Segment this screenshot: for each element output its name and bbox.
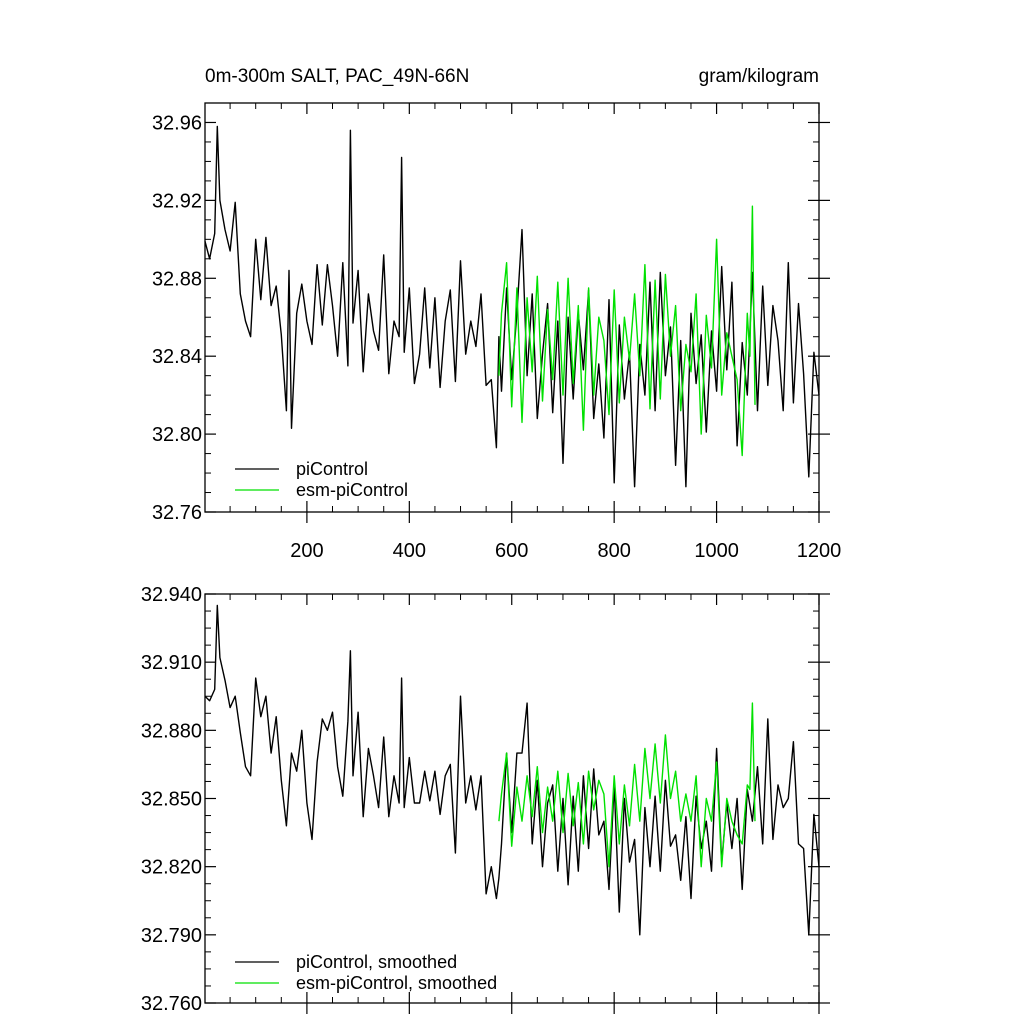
bottom-y-tick-label: 32.940 [141,584,202,606]
top-panel-units: gram/kilogram [699,66,819,87]
top-y-tick-label: 32.76 [152,502,202,524]
bottom-panel: 32.760 32.790 32.820 32.850 32.880 32.910 32.9… [141,584,830,1015]
top-x-tick-label: 400 [393,540,426,562]
legend-label-esm-picontrol: esm-piControl [296,480,408,500]
legend-label-picontrol: piControl [296,459,368,479]
top-y-tick-label: 32.84 [152,346,202,368]
top-x-tick-label: 600 [495,540,528,562]
bottom-panel-frame [204,593,820,1004]
top-panel-legend: piControl esm-piControl [235,459,408,500]
top-panel-title: 0m-300m SALT, PAC_49N-66N [205,66,469,87]
top-x-tick-label: 800 [597,540,630,562]
top-panel-lines [204,125,820,488]
top-series-line-picontrol [204,125,820,488]
legend-label-esm-picontrol-smoothed: esm-piControl, smoothed [296,973,497,993]
legend-label-picontrol-smoothed: piControl, smoothed [296,952,457,972]
top-y-tick-label: 32.80 [152,424,202,446]
top-x-tick-label: 1200 [797,540,842,562]
bottom-y-tick-label: 32.880 [141,720,202,742]
bottom-y-tick-label: 32.820 [141,857,202,879]
top-panel-ticks: 200 400 600 800 1000 1200 32.76 32.80 32.84 32.88… [152,102,842,562]
top-y-tick-label: 32.92 [152,190,202,212]
top-series-line-esm-picontrol [498,205,756,457]
bottom-series-line-esm-picontrol [498,702,756,868]
bottom-y-tick-label: 32.760 [141,993,202,1015]
top-x-tick-label: 1000 [694,540,739,562]
bottom-series-line-picontrol [204,604,820,936]
bottom-panel-lines [204,604,820,936]
bottom-panel-legend: piControl, smoothed esm-piControl, smoot… [235,952,497,993]
bottom-y-tick-label: 32.790 [141,925,202,947]
bottom-panel-ticks: 32.760 32.790 32.820 32.850 32.880 32.910 32.9… [141,584,830,1015]
bottom-y-tick-label: 32.850 [141,789,202,811]
top-y-tick-label: 32.96 [152,112,202,134]
top-y-tick-label: 32.88 [152,268,202,290]
top-panel: 0m-300m SALT, PAC_49N-66N gram/kilogram … [152,66,841,562]
top-panel-frame [204,102,820,513]
top-x-tick-label: 200 [290,540,323,562]
bottom-y-tick-label: 32.910 [141,652,202,674]
